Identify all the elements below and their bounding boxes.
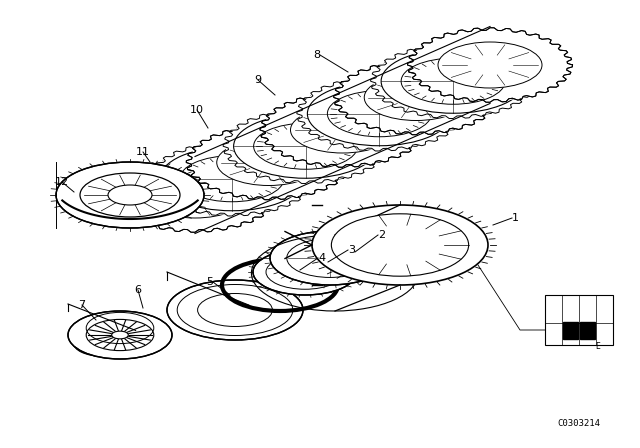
Ellipse shape <box>152 143 312 215</box>
Ellipse shape <box>364 74 468 121</box>
Ellipse shape <box>381 49 525 113</box>
Ellipse shape <box>312 205 488 285</box>
Text: 10: 10 <box>190 105 204 115</box>
Ellipse shape <box>115 159 275 231</box>
Ellipse shape <box>112 331 128 339</box>
Ellipse shape <box>270 231 390 285</box>
Ellipse shape <box>108 185 152 205</box>
Ellipse shape <box>410 29 570 101</box>
Ellipse shape <box>143 172 247 218</box>
Ellipse shape <box>300 78 460 150</box>
Ellipse shape <box>234 114 378 178</box>
Text: 9: 9 <box>255 75 262 85</box>
Ellipse shape <box>332 214 468 276</box>
Text: 8: 8 <box>313 50 320 60</box>
Ellipse shape <box>438 42 542 88</box>
Bar <box>580 322 595 339</box>
Text: 5: 5 <box>206 277 213 287</box>
Text: 12: 12 <box>55 177 69 187</box>
Ellipse shape <box>307 82 451 146</box>
Bar <box>563 322 579 339</box>
Text: E: E <box>596 342 600 351</box>
Text: 1: 1 <box>512 213 519 223</box>
Text: 11: 11 <box>136 147 150 157</box>
Ellipse shape <box>189 126 349 198</box>
Ellipse shape <box>373 45 533 117</box>
Ellipse shape <box>80 173 180 217</box>
FancyBboxPatch shape <box>545 295 613 345</box>
Ellipse shape <box>262 94 422 166</box>
Text: 6: 6 <box>134 285 141 295</box>
Ellipse shape <box>226 110 386 182</box>
Ellipse shape <box>160 147 304 211</box>
Ellipse shape <box>291 107 394 153</box>
Text: C0303214: C0303214 <box>557 419 600 428</box>
Ellipse shape <box>56 162 204 228</box>
Text: 7: 7 <box>79 300 86 310</box>
Ellipse shape <box>253 249 357 295</box>
Ellipse shape <box>217 139 321 185</box>
Ellipse shape <box>336 61 496 134</box>
Ellipse shape <box>167 280 303 340</box>
Text: 4: 4 <box>318 253 325 263</box>
Ellipse shape <box>68 311 172 359</box>
Text: 2: 2 <box>378 230 385 240</box>
Text: 3: 3 <box>348 245 355 255</box>
